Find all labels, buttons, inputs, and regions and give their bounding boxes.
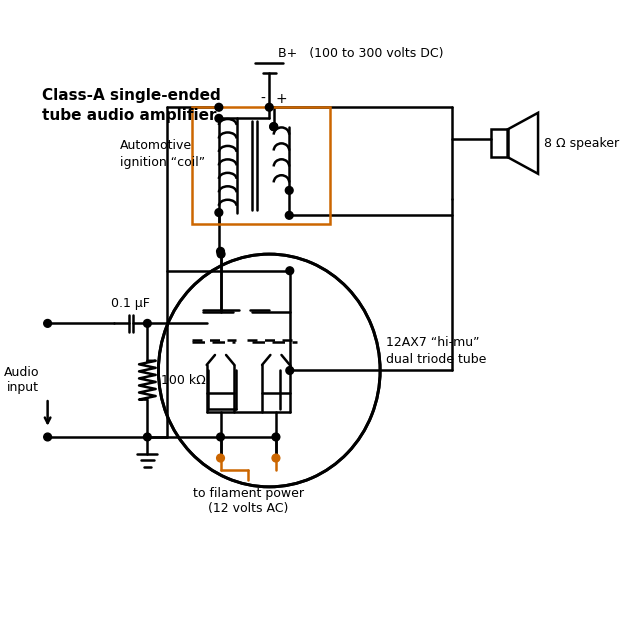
Circle shape [144,433,151,441]
Text: +: + [276,91,287,105]
Circle shape [217,250,225,258]
Circle shape [217,454,225,462]
Circle shape [215,114,223,122]
Circle shape [144,320,151,327]
Circle shape [217,433,225,441]
Text: B+   (100 to 300 volts DC): B+ (100 to 300 volts DC) [278,47,443,60]
Circle shape [265,104,273,111]
Circle shape [270,123,278,130]
Bar [491,130,507,157]
Circle shape [286,367,294,374]
Text: 100 kΩ: 100 kΩ [161,374,206,387]
Circle shape [286,267,294,275]
Text: 8 Ω speaker: 8 Ω speaker [544,137,619,150]
Circle shape [217,247,225,255]
Circle shape [272,454,280,462]
Circle shape [44,320,52,327]
Text: Class-A single-ended
tube audio amplifier: Class-A single-ended tube audio amplifie… [42,88,221,123]
Circle shape [215,104,223,111]
Circle shape [270,123,278,130]
Circle shape [272,433,280,441]
Text: to filament power
(12 volts AC): to filament power (12 volts AC) [193,487,304,515]
Circle shape [215,209,223,217]
Text: Audio
input: Audio input [4,366,39,394]
Circle shape [285,212,293,219]
Text: 12AX7 “hi-mu”
dual triode tube: 12AX7 “hi-mu” dual triode tube [386,336,486,366]
Text: -: - [260,91,265,105]
Circle shape [285,187,293,194]
Bar [192,107,330,224]
Text: 0.1 μF: 0.1 μF [111,296,150,309]
Circle shape [44,433,52,441]
Text: Automotive
ignition “coil”: Automotive ignition “coil” [120,139,205,169]
